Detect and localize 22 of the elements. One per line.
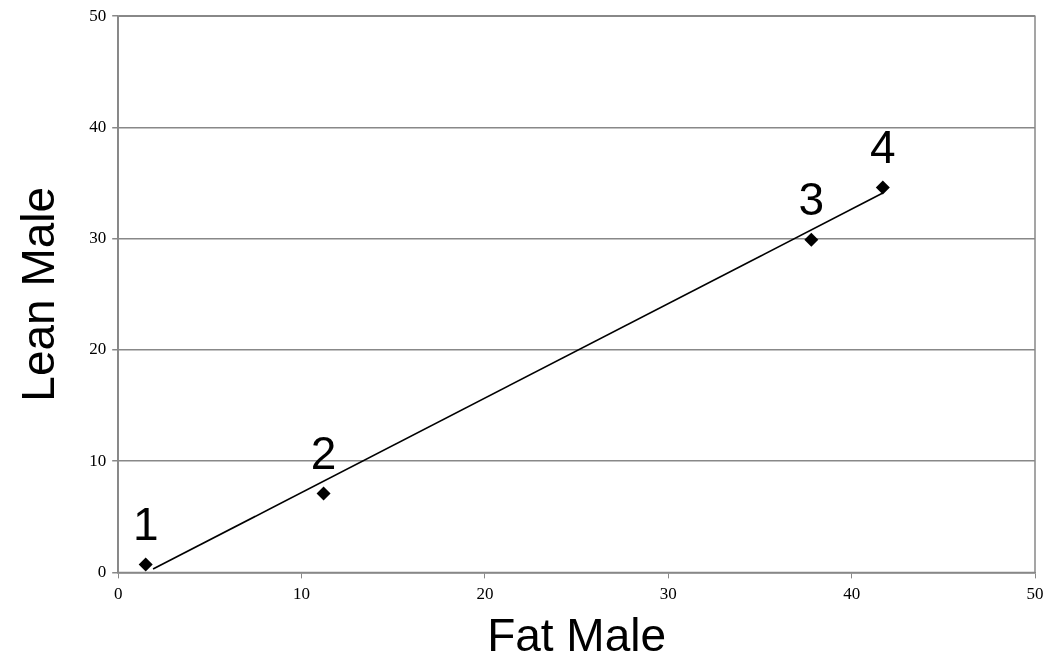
y-tick-label: 40 <box>89 116 107 136</box>
annotation: 4 <box>870 121 896 174</box>
y-tick-label: 50 <box>89 5 107 25</box>
x-tick-label: 40 <box>843 584 861 604</box>
point <box>804 232 819 247</box>
y-tick-label: 20 <box>89 339 107 359</box>
y-tick-label: 30 <box>89 228 107 248</box>
x-axis-title: Fat Male <box>487 609 667 662</box>
annotation: 3 <box>798 173 825 226</box>
point <box>875 180 890 195</box>
point <box>316 486 331 501</box>
x-tick-label: 30 <box>659 584 677 604</box>
y-tick-label: 0 <box>97 561 107 581</box>
x-tick-label: 0 <box>113 584 123 604</box>
x-tick-label: 10 <box>293 584 311 604</box>
x-tick-label: 20 <box>476 584 494 604</box>
y-axis-title: Lean Male <box>12 186 65 402</box>
x-tick-label: 50 <box>1026 584 1044 604</box>
point <box>138 557 153 572</box>
annotation: 2 <box>310 427 337 480</box>
y-tick-label: 10 <box>89 450 107 470</box>
annotation: 1 <box>132 498 159 551</box>
